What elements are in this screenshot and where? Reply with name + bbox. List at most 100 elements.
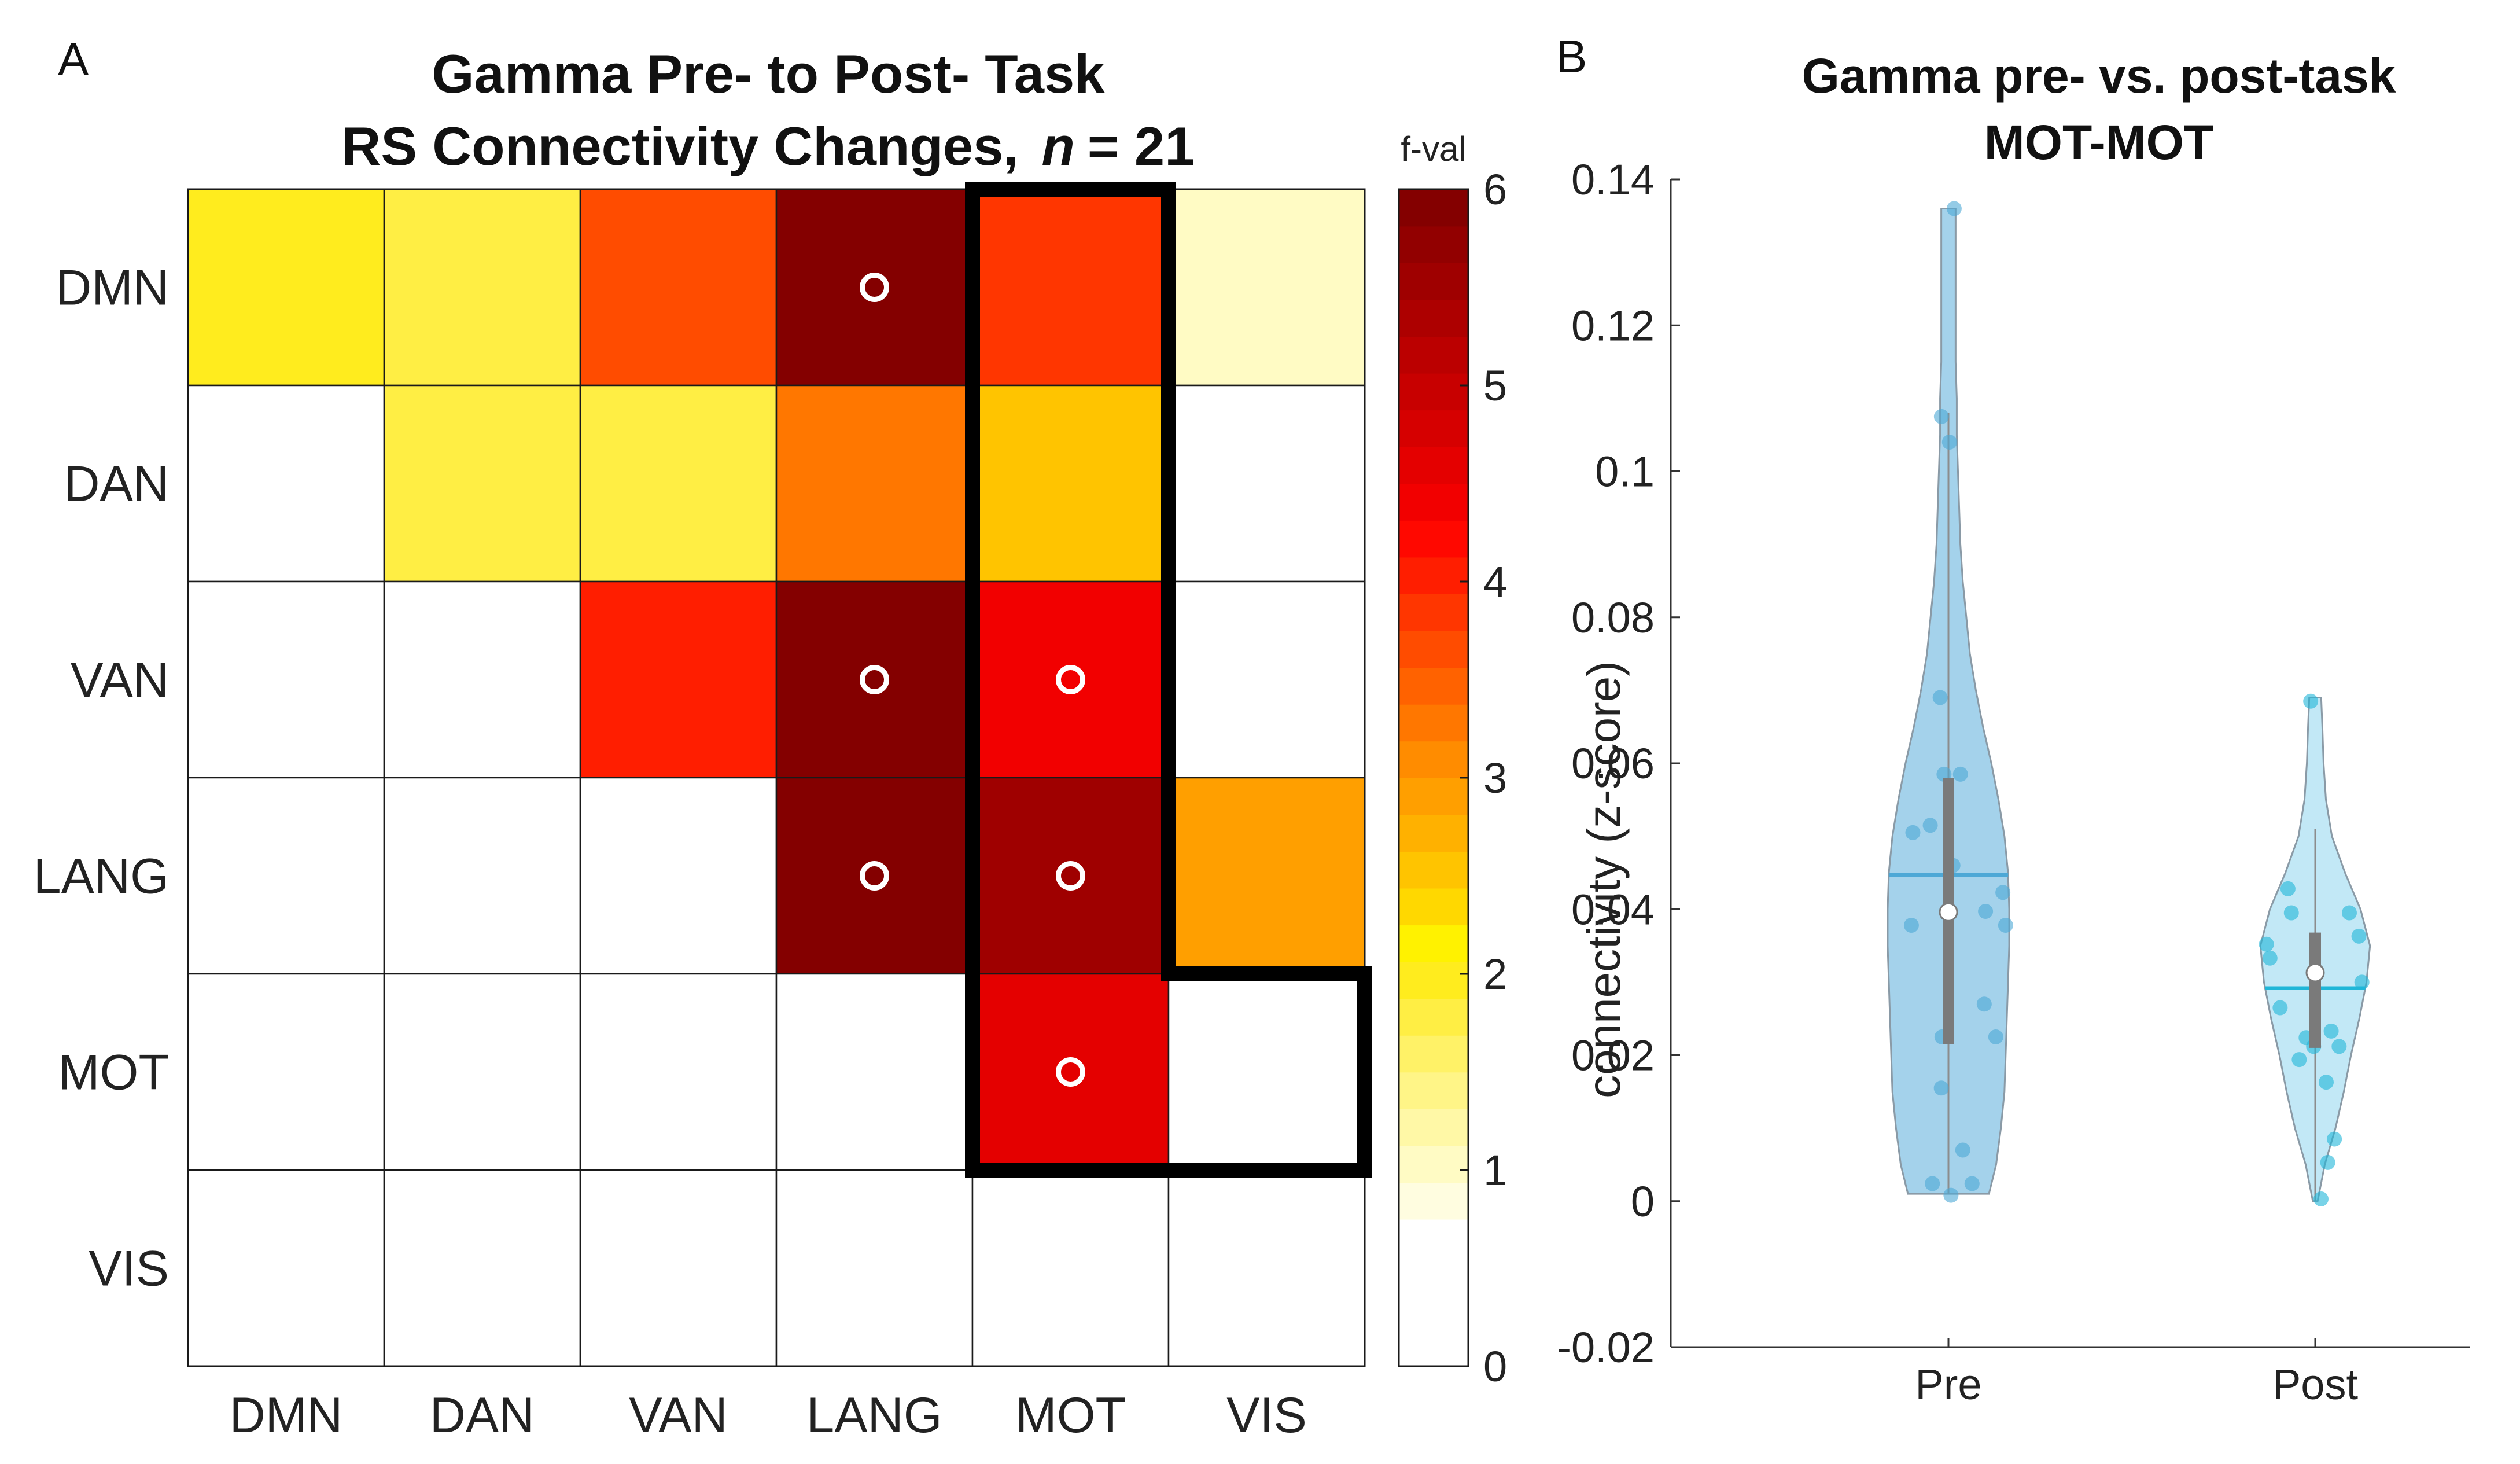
heatmap-col-label: DMN — [230, 1388, 343, 1443]
heatmap-row-label: LANG — [34, 849, 169, 904]
heatmap-cell-lang-dmn — [187, 777, 385, 975]
colorbar-tick-label: 6 — [1483, 165, 1507, 214]
heatmap-cell-van-van — [579, 580, 778, 779]
significance-marker — [1056, 1057, 1085, 1087]
violin-data-point — [2262, 950, 2278, 966]
heatmap-col-label: DAN — [430, 1388, 535, 1443]
violin-pre — [1887, 201, 2013, 1203]
violin-data-point — [1903, 917, 1919, 933]
heatmap-cell-vis-lang — [775, 1169, 974, 1367]
heatmap-cell-mot-dan — [383, 973, 581, 1171]
violin-data-point — [1955, 1142, 1970, 1158]
violin-data-point — [2320, 1154, 2335, 1170]
heatmap-row-label: MOT — [58, 1045, 169, 1101]
heatmap-cell-mot-dmn — [187, 973, 385, 1171]
heatmap-cell-vis-dan — [383, 1169, 581, 1367]
colorbar-segment — [1399, 189, 1468, 227]
colorbar-segment — [1399, 778, 1468, 815]
heatmap-cell-vis-van — [579, 1169, 778, 1367]
colorbar-segment — [1399, 373, 1468, 411]
violin-y-axis-label: connectivity (z-score) — [1578, 661, 1630, 1098]
violin-data-point — [1976, 996, 1992, 1012]
panel-b-violin: B Gamma pre- vs. post-task MOT-MOT conne… — [1556, 31, 2470, 1408]
heatmap-cell-van-dmn — [187, 580, 385, 779]
heatmap-cell-dan-mot — [971, 384, 1170, 583]
colorbar-segment — [1399, 1219, 1468, 1257]
colorbar-tick-label: 1 — [1483, 1146, 1507, 1194]
colorbar-segment — [1399, 925, 1468, 962]
heatmap-cell-dmn-dmn — [187, 188, 385, 387]
heatmap-cell-dan-dmn — [187, 384, 385, 583]
heatmap-cell-mot-vis — [1167, 973, 1366, 1171]
heatmap-cell-van-vis — [1167, 580, 1366, 779]
colorbar-segment — [1399, 336, 1468, 374]
violin-data-point — [1998, 917, 2013, 933]
heatmap-cell-lang-vis — [1167, 777, 1366, 975]
violin-median-marker — [2305, 963, 2325, 983]
colorbar-segment — [1399, 263, 1468, 300]
colorbar-segment — [1399, 520, 1468, 558]
colorbar-segment — [1399, 410, 1468, 447]
violin-y-tick-label: -0.02 — [1557, 1323, 1655, 1371]
violin-data-point — [1922, 818, 1938, 833]
significance-markers — [860, 273, 1085, 1087]
heatmap-cell-van-lang — [775, 580, 974, 779]
heatmap-cell-van-mot — [971, 580, 1170, 779]
violin-data-point — [1933, 409, 1949, 424]
colorbar-segment — [1399, 557, 1468, 594]
violin-data-point — [1995, 885, 2011, 900]
colorbar-segment — [1399, 1292, 1468, 1330]
heatmap-cell-dmn-vis — [1167, 188, 1366, 387]
colorbar: 0 1 2 3 4 5 6 — [1398, 165, 1507, 1391]
violin-data-point — [2313, 1191, 2329, 1206]
colorbar-tick-label: 2 — [1483, 950, 1507, 998]
violin-axes: -0.02 0 0.02 0.04 0.06 0.08 0.1 0.12 0.14 Pre Post — [1557, 156, 2470, 1408]
colorbar-segment — [1399, 1329, 1468, 1367]
violin-y-tick-label: 0 — [1631, 1178, 1655, 1226]
colorbar-segment — [1399, 483, 1468, 521]
heatmap-row-label: DAN — [64, 457, 169, 512]
heatmap-title-line2: RS Connectivity Changes, n = 21 — [342, 116, 1195, 176]
colorbar-segment — [1399, 667, 1468, 705]
violin-title-line1: Gamma pre- vs. post-task — [1801, 49, 2396, 103]
violin-data-point — [2259, 936, 2274, 952]
heatmap-cell-mot-lang — [775, 973, 974, 1171]
violin-y-tick-label: 0.1 — [1595, 448, 1655, 496]
heatmap-cell-mot-mot — [971, 973, 1170, 1171]
violin-data-point — [2327, 1131, 2342, 1147]
colorbar-segment — [1399, 630, 1468, 668]
violin-data-point — [1952, 766, 1968, 782]
violin-data-point — [1978, 904, 1994, 919]
heatmap-row-label: VIS — [89, 1241, 169, 1297]
panel-a-heatmap: A Gamma Pre- to Post- Task RS Connectivi… — [34, 34, 1507, 1443]
violin-y-tick-label: 0.06 — [1571, 740, 1655, 788]
violin-y-tick-label: 0.02 — [1571, 1032, 1655, 1080]
mot-highlight-box — [965, 182, 1372, 1178]
colorbar-segment — [1399, 1182, 1468, 1220]
violin-data-point — [2354, 974, 2370, 990]
colorbar-tick-label: 3 — [1483, 754, 1507, 802]
colorbar-segment — [1399, 1035, 1468, 1073]
colorbar-label: f-val — [1401, 130, 1466, 168]
colorbar-segment — [1399, 1145, 1468, 1183]
heatmap-title-line1: Gamma Pre- to Post- Task — [432, 43, 1105, 104]
colorbar-tick-label: 5 — [1483, 362, 1507, 410]
violin-data-point — [1946, 201, 1962, 216]
heatmap-col-label: VAN — [629, 1388, 727, 1443]
heatmap-cell-dan-dan — [383, 384, 581, 583]
significance-marker — [1056, 861, 1085, 891]
violin-data-point — [1941, 435, 1957, 450]
colorbar-segment — [1399, 226, 1468, 263]
heatmap-cells — [187, 188, 1366, 1367]
heatmap-frame — [187, 188, 1366, 1367]
colorbar-segment — [1399, 299, 1468, 337]
violin-y-tick-label: 0.14 — [1571, 156, 1655, 204]
heatmap-col-label: VIS — [1226, 1388, 1307, 1443]
violin-data-point — [1932, 690, 1948, 705]
violin-title-line2: MOT-MOT — [1984, 115, 2214, 170]
violin-data-point — [2283, 905, 2299, 921]
violin-data-point — [2351, 928, 2367, 944]
violin-data-point — [2280, 881, 2296, 896]
heatmap-cell-dan-lang — [775, 384, 974, 583]
